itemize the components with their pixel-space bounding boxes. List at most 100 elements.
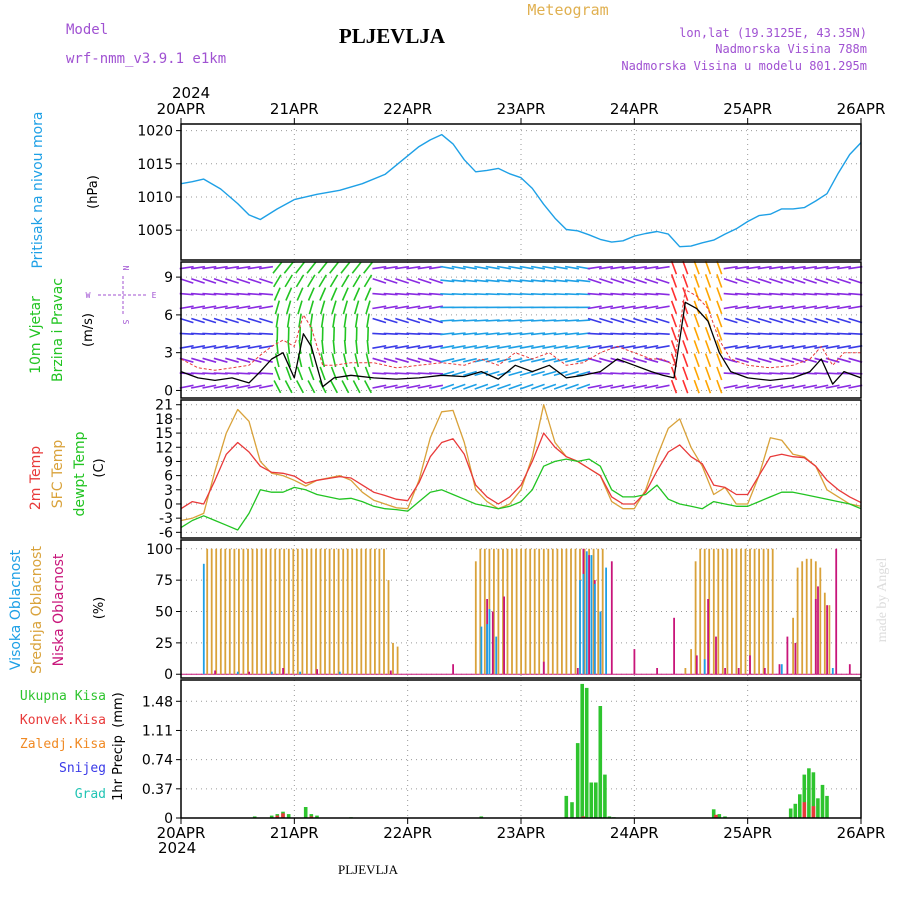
wind-arrow bbox=[576, 279, 591, 283]
wind-arrow bbox=[190, 345, 206, 349]
wind-arrow bbox=[803, 317, 817, 324]
wind-arrow bbox=[519, 370, 534, 377]
low-cloud-bar bbox=[633, 649, 636, 675]
wind-arrow bbox=[780, 305, 795, 310]
wind-arrow bbox=[825, 277, 840, 284]
wind-arrow bbox=[746, 265, 761, 270]
wind-arrow bbox=[610, 292, 625, 296]
compass-east: E bbox=[152, 291, 157, 300]
wind-arrow bbox=[451, 383, 466, 390]
wind-arrow bbox=[247, 317, 262, 324]
mid-cloud-bar bbox=[369, 548, 372, 675]
wind-arrow bbox=[366, 313, 370, 328]
wind-arrow bbox=[213, 265, 228, 270]
mid-cloud-bar bbox=[310, 548, 313, 675]
mid-cloud-bar bbox=[479, 548, 482, 675]
total-rain-bar bbox=[269, 815, 274, 818]
x-tick-label-bottom: 21APR bbox=[270, 824, 319, 842]
wind-arrow bbox=[406, 277, 421, 284]
wind-arrow bbox=[417, 357, 432, 363]
wind-arrow bbox=[704, 379, 712, 394]
wind-arrow bbox=[284, 380, 293, 394]
mid-cloud-bar bbox=[328, 548, 331, 675]
wind-arrow bbox=[791, 345, 806, 349]
wind-arrow bbox=[735, 277, 749, 284]
wind-arrow bbox=[565, 370, 579, 377]
wind-arrow bbox=[723, 265, 738, 270]
wind-arrow bbox=[644, 265, 659, 270]
mid-cloud-bar bbox=[292, 548, 295, 675]
wind-arrow bbox=[485, 279, 500, 283]
wind-arrow bbox=[213, 305, 228, 310]
wind-arrow bbox=[236, 277, 251, 284]
wind-arrow bbox=[273, 274, 282, 288]
wind-arrow bbox=[353, 287, 361, 301]
compass-rose: N W E S bbox=[86, 266, 157, 325]
wind-arrow bbox=[530, 345, 546, 349]
mid-cloud-bar bbox=[269, 548, 272, 675]
mid-cloud-bar bbox=[215, 548, 218, 675]
wind-arrow bbox=[837, 357, 851, 363]
y-tick-label: 50 bbox=[155, 605, 173, 621]
mid-cloud-bar bbox=[315, 548, 317, 675]
high-cloud-bar bbox=[202, 563, 205, 675]
wind-arrow bbox=[610, 317, 625, 324]
wind-arrow bbox=[247, 357, 262, 363]
wind-series-label: 10m Vjetar bbox=[28, 296, 44, 374]
low-cloud-bar bbox=[610, 561, 613, 675]
wind-arrow bbox=[723, 345, 738, 349]
wind-arrow bbox=[508, 383, 523, 390]
wind-arrow bbox=[236, 345, 251, 349]
mid-cloud-bar bbox=[547, 548, 550, 675]
coords-text: lon,lat (19.3125E, 43.35N) bbox=[679, 26, 867, 40]
wind-arrow bbox=[693, 366, 700, 381]
wind-arrow bbox=[836, 292, 852, 296]
wind-arrow bbox=[802, 265, 818, 270]
wind-arrow bbox=[848, 357, 863, 363]
wind-arrow bbox=[848, 345, 863, 349]
mid-cloud-bar bbox=[483, 548, 486, 675]
high-cloud-bar bbox=[338, 671, 341, 675]
wind-arrow bbox=[704, 287, 712, 301]
wind-arrow bbox=[836, 265, 852, 270]
wind-arrow bbox=[670, 379, 678, 394]
wind-arrow bbox=[519, 345, 534, 349]
mid-cloud-bar bbox=[721, 548, 724, 675]
wind-arrow bbox=[814, 384, 829, 389]
mid-cloud-bar bbox=[520, 548, 522, 675]
mid-cloud-bar bbox=[726, 548, 729, 675]
wind-arrow bbox=[497, 357, 511, 363]
convective-rain-bar bbox=[714, 814, 718, 818]
compass-west: W bbox=[86, 291, 91, 300]
low-cloud-bar bbox=[763, 668, 766, 675]
wind-arrow bbox=[190, 265, 206, 270]
total-rain-bar bbox=[793, 803, 798, 818]
total-rain-bar bbox=[598, 706, 603, 818]
wind-arrow bbox=[329, 274, 339, 288]
low-cloud-bar bbox=[724, 668, 726, 675]
wind-arrow bbox=[272, 261, 283, 274]
y-tick-label: 12 bbox=[155, 440, 173, 456]
wind-arrow bbox=[716, 366, 723, 381]
year-bottom: 2024 bbox=[158, 839, 196, 857]
wind-arrow bbox=[258, 372, 274, 375]
low-cloud-bar bbox=[673, 617, 675, 675]
model-elevation-text: Nadmorska Visina u modelu 801.295m bbox=[621, 59, 867, 73]
wind-arrow bbox=[451, 279, 466, 283]
wind-arrow bbox=[621, 305, 636, 310]
mid-cloud-bar bbox=[502, 548, 504, 675]
wind-arrow bbox=[463, 357, 477, 363]
wind-arrow bbox=[352, 274, 361, 288]
wind-arrow bbox=[440, 345, 455, 349]
wind-arrow bbox=[791, 305, 806, 310]
wind-arrow bbox=[716, 340, 723, 354]
mid-cloud-bar bbox=[337, 548, 340, 675]
wind-arrow bbox=[307, 274, 316, 288]
wind-arrow bbox=[340, 261, 351, 274]
wind-arrow bbox=[394, 265, 410, 270]
wind-arrow bbox=[632, 384, 648, 389]
wind-arrow bbox=[225, 357, 239, 363]
wind-arrow bbox=[307, 287, 315, 301]
mid-cloud-bar bbox=[749, 548, 751, 675]
wind-arrow bbox=[451, 332, 466, 336]
